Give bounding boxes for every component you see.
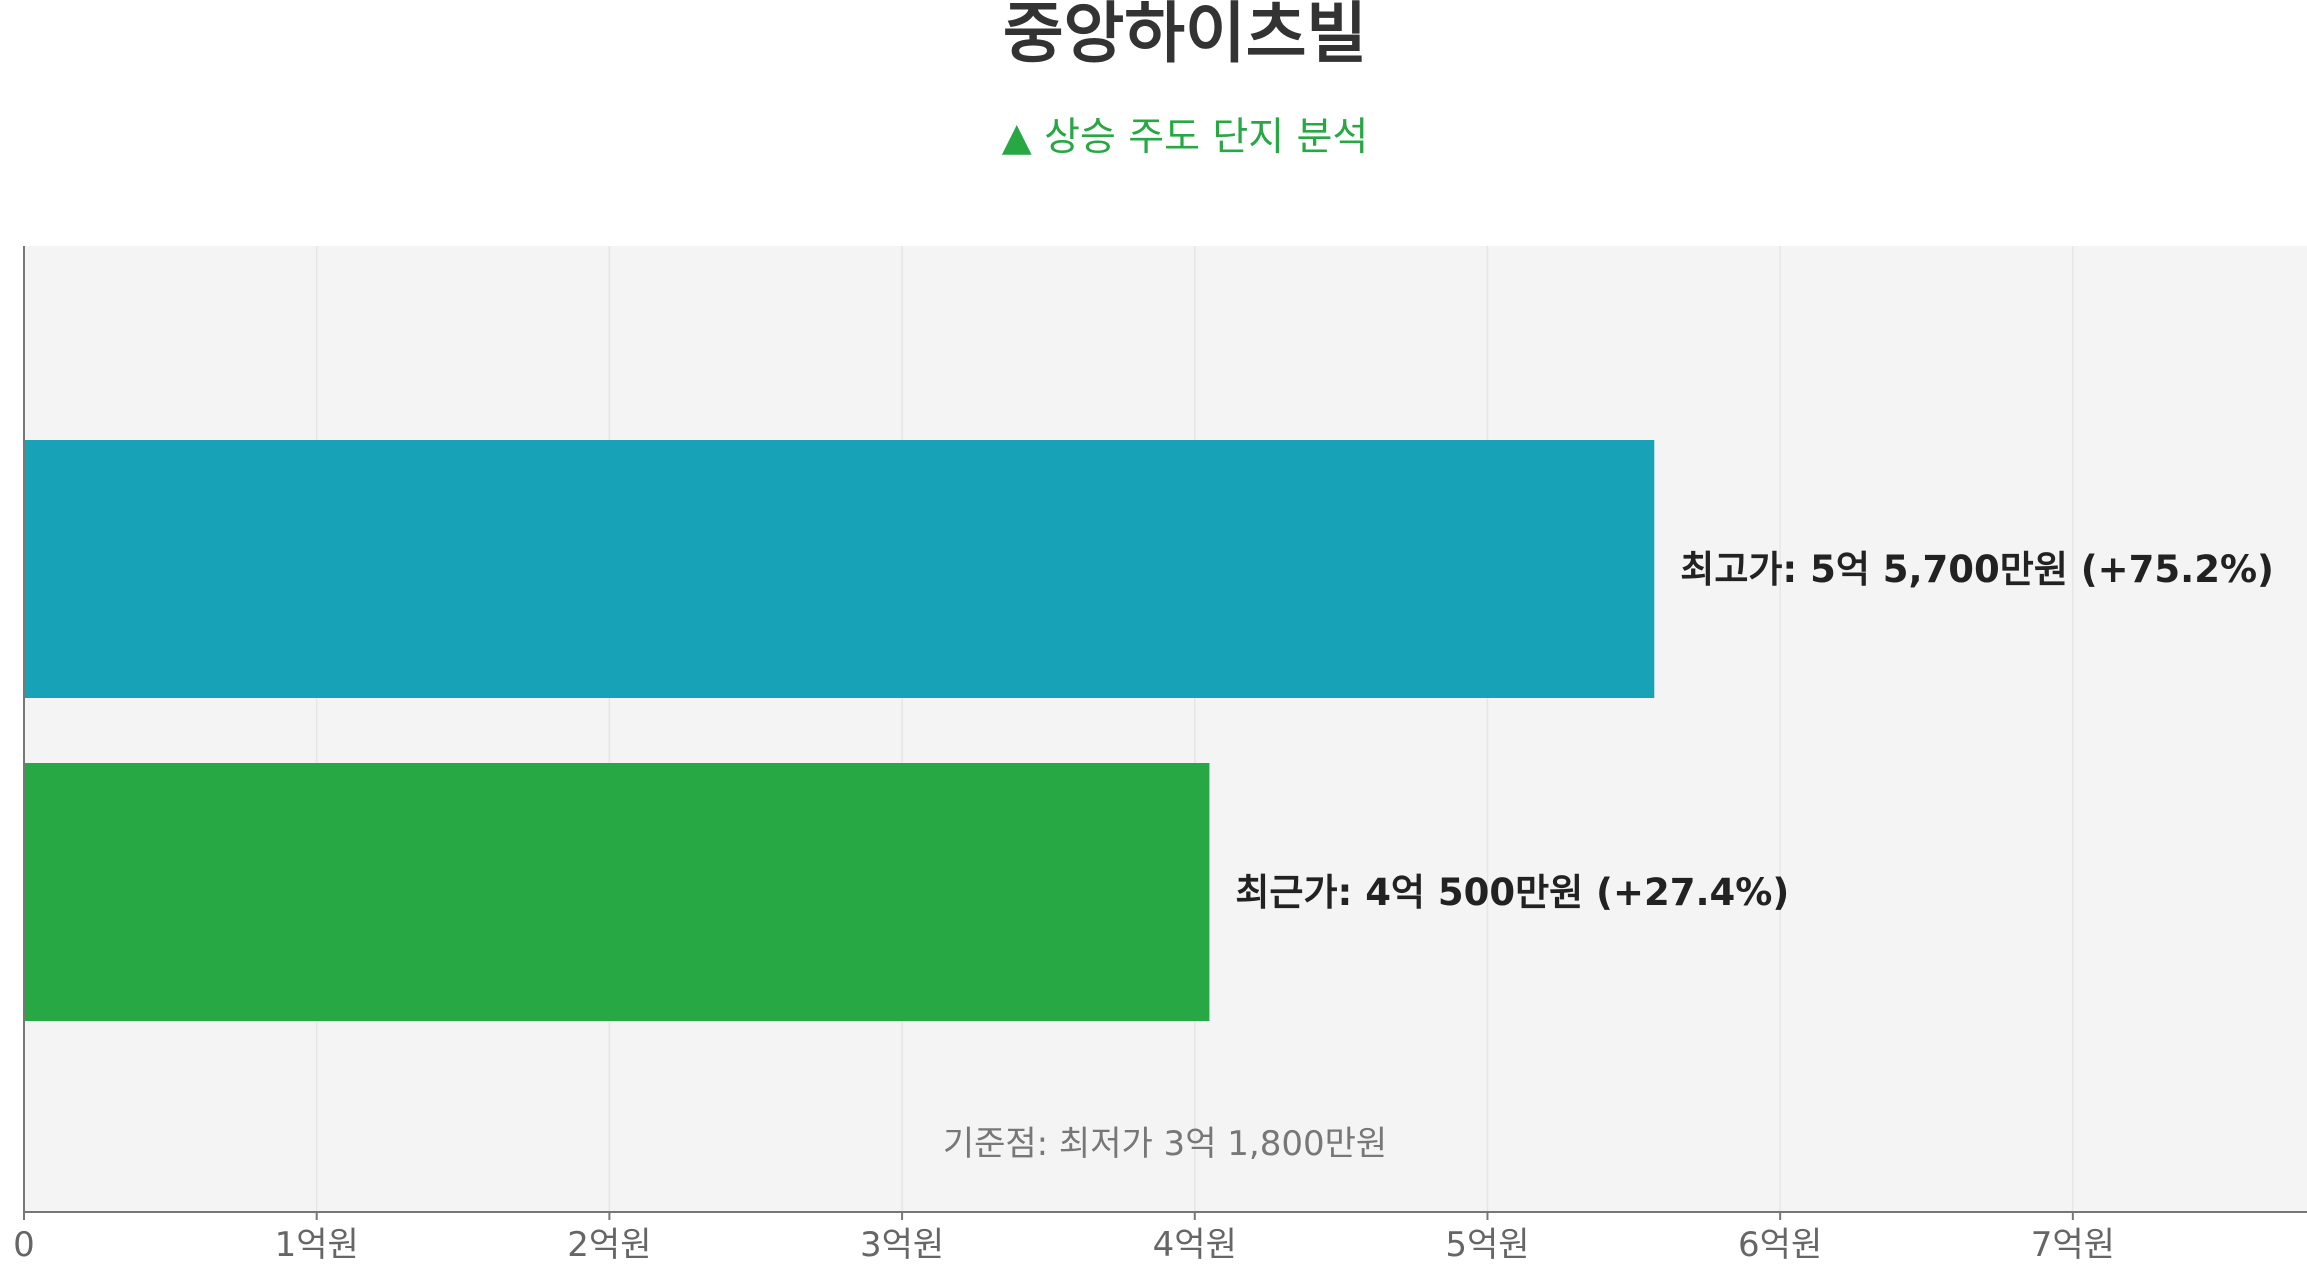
x-tick-label: 1억원 (275, 1225, 359, 1265)
bars (24, 440, 1655, 1021)
bar-labels: 최고가: 5억 5,700만원 (+75.2%) 최근가: 4억 500만원 (+… (1235, 548, 2274, 914)
x-tick-label: 7억원 (2031, 1225, 2115, 1265)
bar-value-label: 최근가: 4억 500만원 (+27.4%) (1235, 871, 1789, 914)
x-tick-label: 4억원 (1153, 1225, 1237, 1265)
grid-lines (315, 246, 2074, 1212)
baseline-annotation: 기준점: 최저가 3억 1,800만원 (943, 1124, 1387, 1164)
x-tick-label: 2억원 (567, 1225, 651, 1265)
chart-subtitle: ▲ 상승 주도 단지 분석 (1002, 115, 1369, 160)
bar (24, 763, 1210, 1021)
chart-title: 중앙하이츠빌 (1003, 0, 1367, 72)
plot-area (24, 246, 2307, 1212)
bar-value-label: 최고가: 5억 5,700만원 (+75.2%) (1680, 548, 2274, 591)
x-tick-label: 0 (13, 1225, 35, 1265)
bar (24, 440, 1655, 698)
x-tick-label: 6억원 (1738, 1225, 1822, 1265)
x-axis-ticks: 0 1억원 2억원 3억원 4억원 5억원 6억원 7억원 (13, 1212, 2115, 1265)
x-tick-label: 3억원 (860, 1225, 944, 1265)
x-tick-label: 5억원 (1445, 1225, 1529, 1265)
